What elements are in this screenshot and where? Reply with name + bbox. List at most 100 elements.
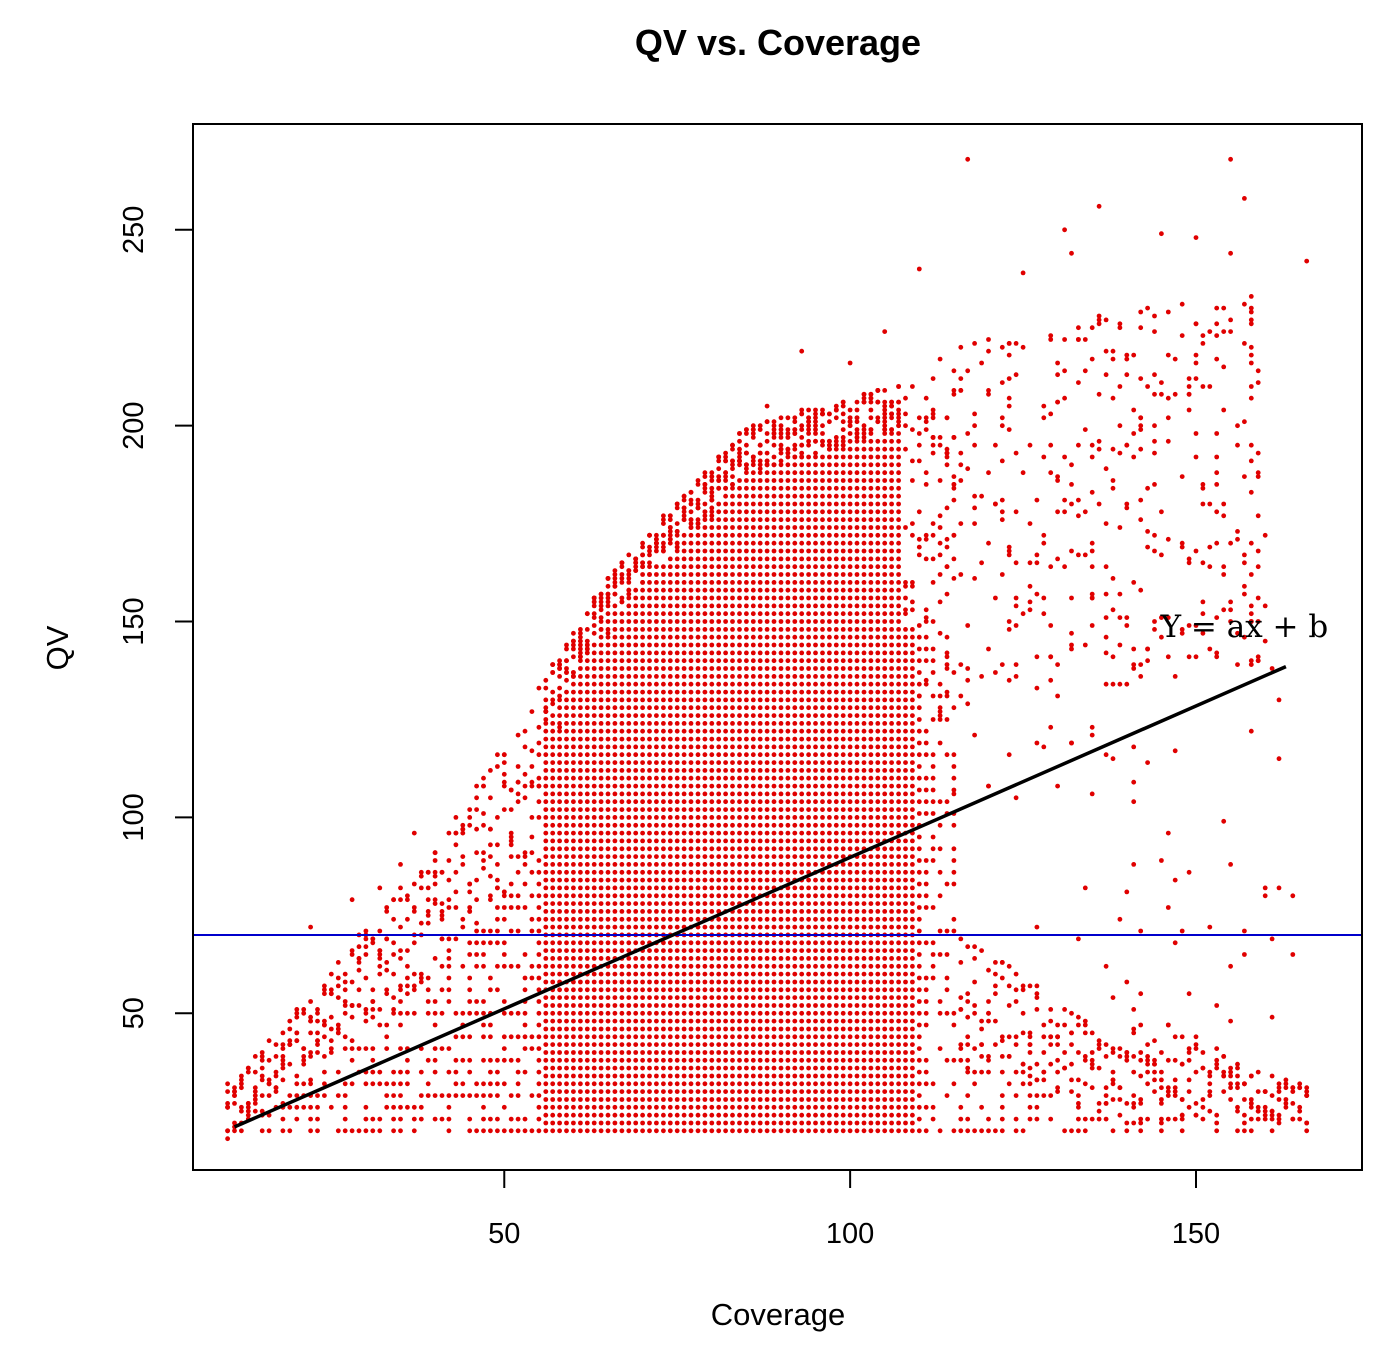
data-point — [813, 1073, 818, 1079]
data-point — [771, 987, 777, 993]
data-point — [695, 846, 701, 852]
data-point — [799, 956, 805, 961]
data-point — [578, 885, 583, 891]
data-point — [737, 493, 742, 499]
data-point — [820, 509, 825, 515]
data-point — [737, 768, 742, 773]
data-point — [550, 948, 556, 953]
data-point — [550, 1010, 556, 1016]
data-point — [709, 1050, 715, 1055]
data-point — [750, 435, 756, 440]
data-point — [799, 493, 805, 499]
data-point — [377, 956, 383, 961]
data-point — [661, 627, 666, 632]
data-point — [647, 580, 652, 585]
data-point — [619, 791, 625, 797]
data-point — [840, 642, 846, 648]
data-point — [612, 689, 618, 695]
data-point — [667, 815, 673, 820]
data-point — [702, 736, 708, 742]
data-point — [778, 587, 784, 593]
data-point — [799, 909, 805, 914]
data-point — [377, 1128, 383, 1134]
data-point — [709, 478, 715, 483]
data-point — [612, 1050, 618, 1055]
data-point — [557, 1089, 562, 1094]
data-point — [619, 768, 625, 773]
data-point — [882, 815, 888, 820]
data-point — [252, 1101, 258, 1106]
data-point — [370, 1081, 376, 1087]
data-point — [591, 1128, 597, 1134]
data-point — [543, 1097, 549, 1102]
data-point — [398, 1010, 403, 1016]
data-point — [619, 1065, 625, 1071]
data-point — [515, 779, 521, 785]
data-point — [757, 909, 763, 914]
data-point — [730, 501, 735, 507]
data-point — [771, 658, 777, 664]
data-point — [744, 1089, 749, 1094]
data-point — [730, 466, 735, 472]
data-point — [550, 689, 556, 695]
data-point — [688, 1034, 694, 1040]
data-point — [626, 768, 632, 773]
data-point — [820, 462, 825, 468]
data-point — [709, 728, 715, 734]
data-point — [543, 807, 549, 812]
data-point — [792, 775, 798, 781]
data-point — [799, 1089, 805, 1094]
data-point — [847, 407, 853, 413]
data-point — [550, 728, 556, 734]
data-point — [709, 1042, 715, 1047]
data-point — [771, 1089, 777, 1094]
data-point — [716, 689, 722, 695]
data-point — [550, 721, 556, 726]
data-point — [474, 928, 479, 934]
data-point — [349, 979, 355, 985]
data-point — [723, 485, 728, 491]
data-point — [315, 1104, 320, 1110]
data-point — [335, 1069, 341, 1075]
data-point — [681, 513, 687, 519]
data-point — [744, 532, 749, 538]
data-point — [474, 807, 479, 812]
data-point — [571, 646, 576, 652]
data-point — [750, 462, 756, 468]
data-point — [840, 721, 846, 726]
data-point — [605, 916, 611, 922]
data-point — [515, 1116, 521, 1122]
data-point — [750, 556, 756, 562]
data-point — [633, 846, 639, 852]
data-point — [633, 1097, 639, 1102]
data-point — [868, 427, 874, 432]
data-point — [391, 1116, 396, 1122]
data-point — [875, 1089, 881, 1094]
data-point — [619, 1003, 625, 1008]
data-point — [820, 893, 825, 899]
data-point — [661, 642, 666, 648]
data-point — [833, 642, 839, 648]
data-point — [709, 1097, 715, 1102]
data-point — [543, 1104, 549, 1110]
data-point — [578, 987, 583, 993]
data-point — [868, 963, 874, 969]
data-point — [661, 830, 666, 836]
data-point — [550, 916, 556, 922]
data-point — [882, 995, 888, 1000]
data-point — [571, 916, 576, 922]
data-point — [799, 650, 805, 656]
data-point — [654, 1034, 659, 1040]
data-point — [647, 736, 652, 742]
data-point — [868, 1097, 874, 1102]
data-point — [584, 940, 590, 946]
data-point — [578, 830, 583, 836]
data-point — [661, 822, 666, 828]
data-point — [744, 736, 749, 742]
data-point — [813, 995, 818, 1000]
data-point — [619, 1034, 625, 1040]
data-point — [771, 1042, 777, 1047]
data-point — [391, 897, 396, 903]
data-point — [840, 442, 846, 448]
data-point — [806, 666, 811, 671]
